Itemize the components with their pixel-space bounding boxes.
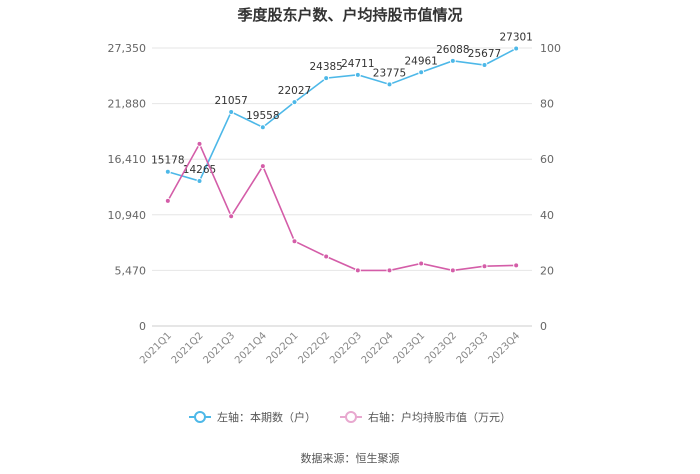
data-label: 15178 — [151, 155, 184, 167]
data-point — [449, 57, 456, 64]
data-point — [513, 262, 520, 269]
data-point — [481, 62, 488, 69]
x-tick-label: 2023Q4 — [486, 330, 522, 366]
data-point — [164, 197, 171, 204]
data-point — [323, 75, 330, 82]
y-right-tick-label: 40 — [540, 209, 554, 222]
y-left-tick-label: 10,940 — [108, 209, 147, 222]
data-label: 27301 — [499, 31, 532, 43]
data-label: 24961 — [404, 55, 437, 67]
y-left-tick-label: 5,470 — [115, 264, 147, 277]
x-tick-label: 2021Q1 — [138, 330, 174, 366]
y-right-tick-label: 80 — [540, 98, 554, 111]
data-point — [196, 140, 203, 147]
data-point — [164, 168, 171, 175]
data-point — [323, 253, 330, 260]
x-tick-label: 2023Q3 — [455, 330, 491, 366]
y-left-tick-label: 27,350 — [108, 42, 147, 55]
x-tick-label: 2021Q2 — [170, 330, 206, 366]
source-note: 数据来源：恒生聚源 — [300, 452, 400, 465]
data-label: 23775 — [373, 67, 406, 79]
data-point — [259, 163, 266, 170]
x-tick-label: 2022Q4 — [360, 330, 396, 366]
data-point — [449, 267, 456, 274]
x-tick-label: 2023Q1 — [391, 330, 427, 366]
data-point — [291, 99, 298, 106]
data-label: 24711 — [341, 58, 374, 70]
data-point — [196, 178, 203, 185]
data-point — [228, 213, 235, 220]
legend-item-avg-value[interactable]: 右轴：户均持股市值（万元） — [340, 409, 511, 425]
chart-title: 季度股东户数、户均持股市值情况 — [237, 6, 463, 24]
y-left-tick-label: 16,410 — [108, 153, 147, 166]
data-label: 19558 — [246, 110, 279, 122]
series-line-0 — [167, 47, 517, 182]
data-point — [418, 260, 425, 267]
data-label: 22027 — [278, 85, 311, 97]
data-point — [354, 267, 361, 274]
data-label: 25677 — [468, 48, 501, 60]
y-left-tick-label: 0 — [139, 320, 146, 333]
data-point — [354, 71, 361, 78]
x-tick-label: 2023Q2 — [423, 330, 459, 366]
legend-swatch-avg-value — [340, 411, 362, 423]
data-point — [228, 108, 235, 115]
x-tick-label: 2021Q4 — [233, 330, 269, 366]
data-point — [481, 263, 488, 270]
legend-item-households[interactable]: 左轴：本期数（户） — [189, 409, 316, 425]
x-tick-label: 2022Q3 — [328, 330, 364, 366]
data-label: 24385 — [309, 61, 342, 73]
x-tick-label: 2022Q2 — [296, 330, 332, 366]
y-right-tick-label: 0 — [540, 320, 547, 333]
data-point — [291, 238, 298, 245]
data-label: 14265 — [183, 164, 216, 176]
data-point — [386, 81, 393, 88]
data-point — [259, 124, 266, 131]
legend: 左轴：本期数（户） 右轴：户均持股市值（万元） — [0, 409, 700, 425]
data-label: 21057 — [214, 95, 247, 107]
y-right-tick-label: 20 — [540, 264, 554, 277]
legend-swatch-households — [189, 411, 211, 423]
y-right-tick-label: 60 — [540, 153, 554, 166]
data-point — [513, 45, 520, 52]
y-right-tick-label: 100 — [540, 42, 561, 55]
legend-label-households: 左轴：本期数（户） — [217, 411, 316, 424]
legend-label-avg-value: 右轴：户均持股市值（万元） — [368, 411, 511, 424]
data-point — [386, 267, 393, 274]
series-line-1 — [167, 142, 517, 272]
x-tick-label: 2021Q3 — [201, 330, 237, 366]
data-label: 26088 — [436, 44, 469, 56]
x-tick-label: 2022Q1 — [265, 330, 301, 366]
data-point — [418, 69, 425, 76]
y-left-tick-label: 21,880 — [108, 98, 147, 111]
